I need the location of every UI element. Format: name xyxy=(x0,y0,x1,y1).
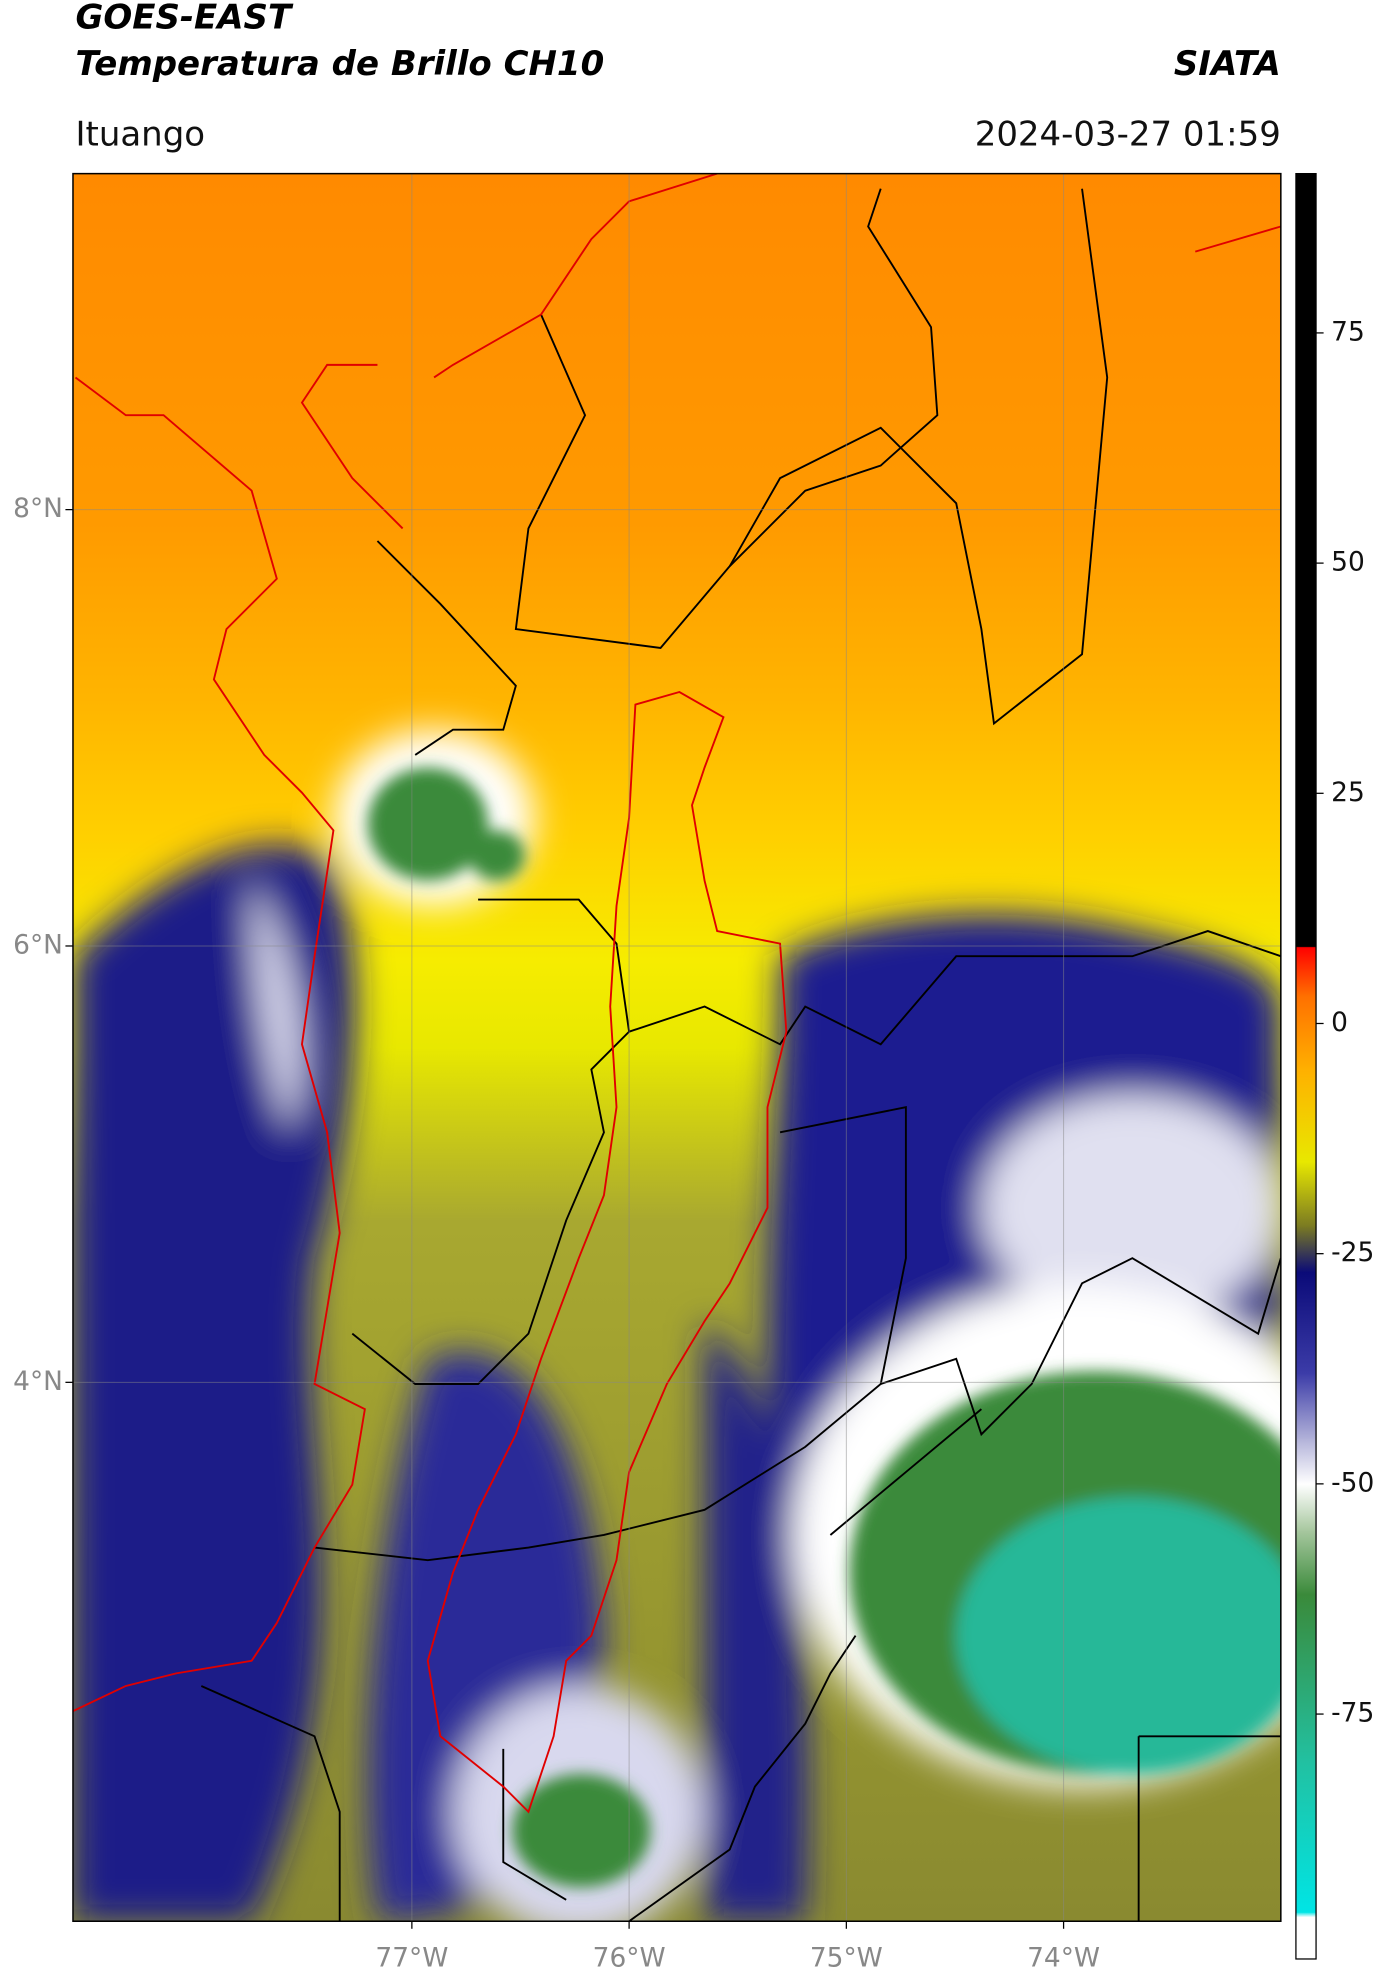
colorbar-tick-label: 25 xyxy=(1331,777,1365,808)
subtitle: Temperatura de Brillo CH10 xyxy=(75,44,604,84)
colorbar-segment xyxy=(1295,995,1317,1071)
colorbar-segment xyxy=(1295,1483,1317,1531)
y-tick-label: 8°N xyxy=(13,493,63,524)
map-frame xyxy=(72,172,1282,1922)
source: SIATA xyxy=(1174,44,1281,84)
colorbar-tick-label: -50 xyxy=(1331,1467,1374,1498)
colorbar-segment xyxy=(1295,1272,1317,1375)
colorbar-segment xyxy=(1295,1161,1317,1227)
colorbar-tick-label: -25 xyxy=(1331,1237,1374,1268)
colorbar-segment xyxy=(1295,1594,1317,1761)
location: Ituango xyxy=(75,114,205,154)
colorbar-segment xyxy=(1295,946,1317,948)
x-tick-label: 77°W xyxy=(375,1942,448,1973)
x-tick-label: 75°W xyxy=(810,1942,883,1973)
colorbar-tick-label: -75 xyxy=(1331,1698,1374,1729)
y-tick-label: 4°N xyxy=(13,1366,63,1397)
datetime: 2024-03-27 01:59 xyxy=(975,114,1281,154)
colorbar-tick-label: 75 xyxy=(1331,316,1365,347)
colorbar-tick-label: 50 xyxy=(1331,547,1365,578)
title: GOES-EAST xyxy=(75,0,293,37)
x-tick-label: 74°W xyxy=(1027,1942,1100,1973)
map-image xyxy=(72,173,1281,1922)
colorbar-tick-label: 0 xyxy=(1331,1007,1348,1038)
colorbar-segment xyxy=(1295,1373,1317,1439)
colorbar-segment xyxy=(1295,1437,1317,1485)
colorbar-segment xyxy=(1295,947,1317,997)
colorbar-segment xyxy=(1295,1226,1317,1273)
colorbar-segment xyxy=(1295,173,1317,947)
x-tick-label: 76°W xyxy=(593,1942,666,1973)
colorbar-segment xyxy=(1295,1912,1317,1918)
colorbar-segment xyxy=(1295,1069,1317,1163)
colorbar-segment xyxy=(1295,1529,1317,1595)
colorbar-segment xyxy=(1295,1916,1317,1960)
colorbar-frame xyxy=(1295,172,1317,1960)
y-tick-label: 6°N xyxy=(13,929,63,960)
colorbar-segment xyxy=(1295,1760,1317,1913)
